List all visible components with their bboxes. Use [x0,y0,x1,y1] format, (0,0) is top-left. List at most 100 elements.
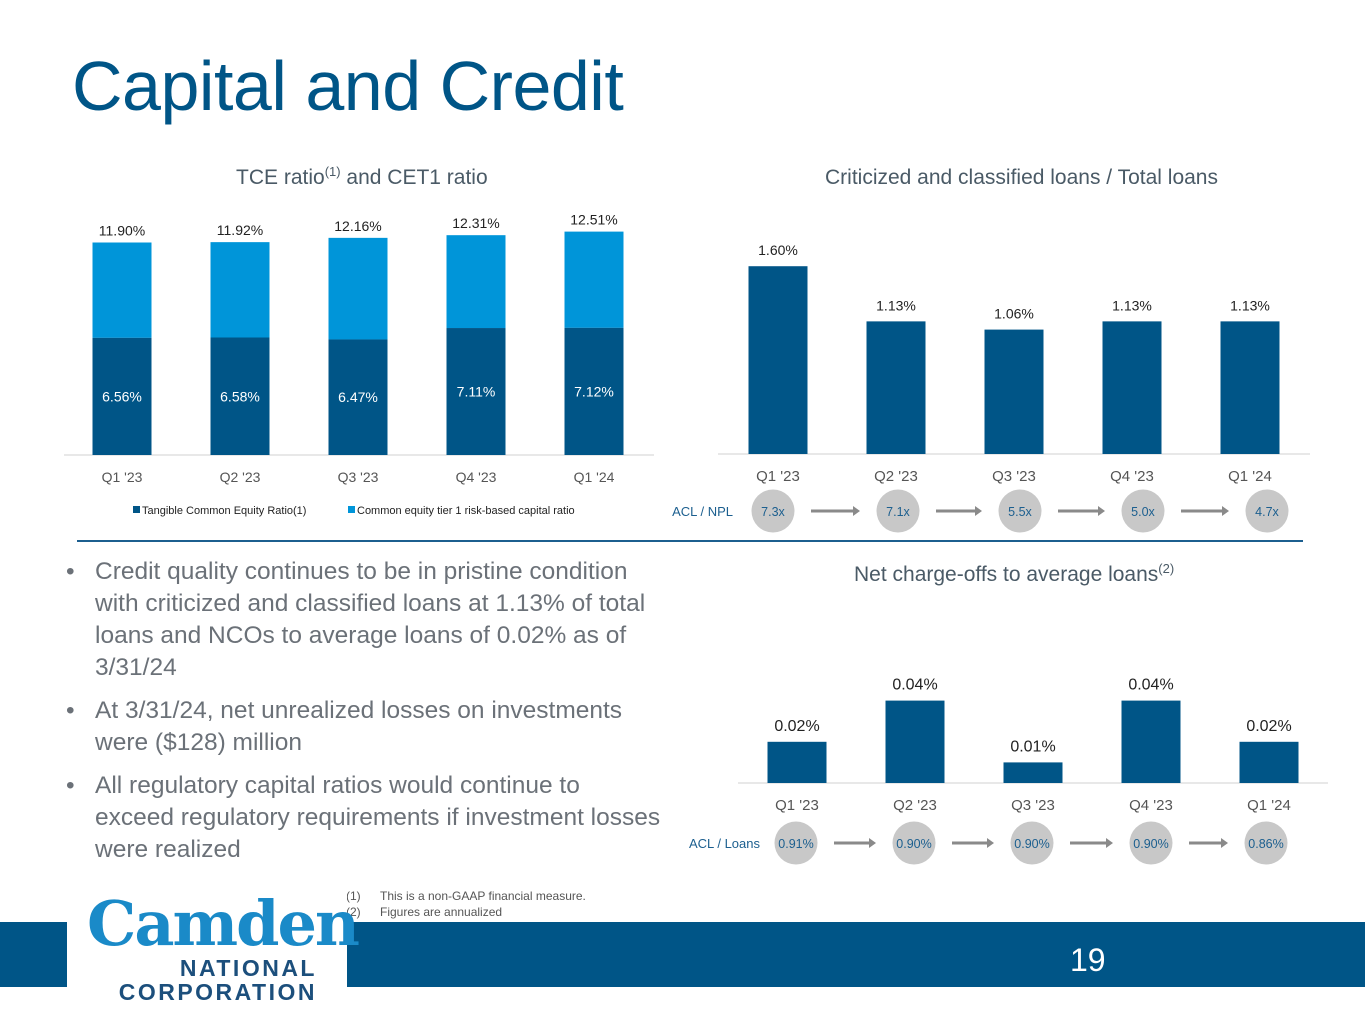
criticized-ratio-label: ACL / NPL [672,504,733,519]
tce-legend-label: Tangible Common Equity Ratio(1) [142,505,306,517]
criticized-ratio-bubble [998,489,1042,533]
footnote: (2) Figures are annualized [346,905,503,919]
bullet-item: At 3/31/24, net unrealized losses on inv… [62,695,662,759]
section-divider [77,540,1303,542]
nco-x-tick: Q4 '23 [1129,797,1173,814]
nco-bar [1239,741,1299,783]
tce-bar-label: 6.58% [220,388,260,404]
tce-x-tick: Q1 '23 [102,469,143,485]
nco-bar [767,741,827,783]
nco-ratio-value: 0.90% [1133,837,1168,851]
tce-bar-label: 7.11% [457,384,496,400]
company-logo: Camden NATIONAL CORPORATION [67,887,360,1024]
criticized-ratio-value: 5.5x [1008,505,1032,519]
criticized-chart-title: Criticized and classified loans / Total … [825,166,1218,189]
nco-ratio-value: 0.90% [896,837,931,851]
criticized-ratio-bubble [1245,489,1289,533]
criticized-arrow-head [975,506,982,516]
cet1-legend-label: Common equity tier 1 risk-based capital … [357,505,575,517]
tce-bar-label: 6.56% [102,388,142,404]
nco-ratio-bubble [774,821,818,865]
criticized-bar-label: 1.13% [1112,297,1152,313]
criticized-ratio-bubble [1121,489,1165,533]
criticized-arrow-head [853,506,860,516]
tce-bar-cet1 [446,235,506,329]
page-title: Capital and Credit [72,47,624,125]
footnotes: (1) This is a non-GAAP financial measure.… [346,888,586,920]
criticized-bar-label: 1.60% [758,242,798,258]
criticized-ratio-value: 4.7x [1255,505,1279,519]
nco-ratio-bubble [892,821,936,865]
tce-x-tick: Q2 '23 [220,469,261,485]
criticized-bar [1102,321,1162,454]
nco-ratio-value: 0.86% [1248,837,1283,851]
nco-bar [1121,700,1181,783]
criticized-bar [866,321,926,454]
tce-bar-label: 7.12% [574,383,614,399]
criticized-arrow-head [1098,506,1105,516]
bullet-item: Credit quality continues to be in pristi… [62,556,662,684]
cet1-bar-label: 12.51% [570,212,617,228]
tce-bar-tce [210,337,270,455]
nco-ratio-label: ACL / Loans [689,836,761,851]
nco-arrow-head [1106,838,1113,848]
nco-bar-label: 0.02% [1246,718,1291,735]
criticized-x-tick: Q2 '23 [874,468,918,485]
nco-bar-label: 0.01% [1010,738,1055,755]
charts-canvas: 6.56% 11.90% Q1 '23 6.58% 11.92% Q2 '23 6.47% 1… [64,212,1328,865]
commentary-bullets: Credit quality continues to be in pristi… [62,556,662,877]
nco-chart-title: Net charge-offs to average loans(2) [854,561,1175,586]
nco-bar [1003,762,1063,783]
tce-bar-tce [446,328,506,455]
criticized-bar-label: 1.06% [994,306,1034,322]
tce-bar-tce [328,339,388,455]
tce-bar-tce [92,337,152,455]
criticized-bar [1220,321,1280,454]
logo-name: Camden [87,887,360,960]
cet1-legend-swatch [348,506,355,513]
criticized-bar-label: 1.13% [876,297,916,313]
criticized-ratio-bubble [751,489,795,533]
criticized-bar [984,329,1044,454]
cet1-bar-label: 12.16% [334,218,381,234]
cet1-bar-label: 11.90% [99,223,145,239]
criticized-bar-label: 1.13% [1230,297,1270,313]
criticized-ratio-value: 7.1x [886,505,910,519]
nco-x-tick: Q1 '23 [775,797,819,814]
tce-bar-cet1 [92,242,152,338]
nco-x-tick: Q1 '24 [1247,797,1291,814]
tce-bar-label: 6.47% [338,389,378,405]
tce-x-tick: Q3 '23 [338,469,379,485]
criticized-x-tick: Q3 '23 [992,468,1036,485]
criticized-x-tick: Q1 '23 [756,468,800,485]
cet1-bar-label: 11.92% [217,222,263,238]
tce-x-tick: Q1 '24 [574,469,615,485]
cet1-bar-label: 12.31% [452,215,499,231]
criticized-arrow-head [1222,506,1229,516]
nco-arrow-head [869,838,876,848]
criticized-ratio-bubble [876,489,920,533]
logo-line2: CORPORATION [118,979,317,1005]
nco-bar-label: 0.02% [774,718,819,735]
criticized-x-tick: Q1 '24 [1228,468,1272,485]
tce-bar-tce [564,327,624,455]
nco-ratio-value: 0.91% [778,837,813,851]
nco-arrow-head [1221,838,1228,848]
tce-bar-cet1 [210,242,270,338]
nco-x-tick: Q2 '23 [893,797,937,814]
page-number: 19 [1070,942,1106,978]
bullet-item: All regulatory capital ratios would cont… [62,770,662,866]
nco-ratio-bubble [1244,821,1288,865]
nco-x-tick: Q3 '23 [1011,797,1055,814]
logo-line1: NATIONAL [179,955,317,981]
footnote: (1) This is a non-GAAP financial measure. [346,889,586,903]
criticized-x-tick: Q4 '23 [1110,468,1154,485]
tce-chart-title: TCE ratio(1) and CET1 ratio [236,164,488,189]
tce-bar-cet1 [328,237,388,340]
nco-bar [885,700,945,783]
criticized-bar [748,266,808,454]
criticized-ratio-value: 7.3x [761,505,785,519]
nco-ratio-value: 0.90% [1014,837,1049,851]
tce-x-tick: Q4 '23 [456,469,497,485]
tce-legend-swatch [133,506,140,513]
